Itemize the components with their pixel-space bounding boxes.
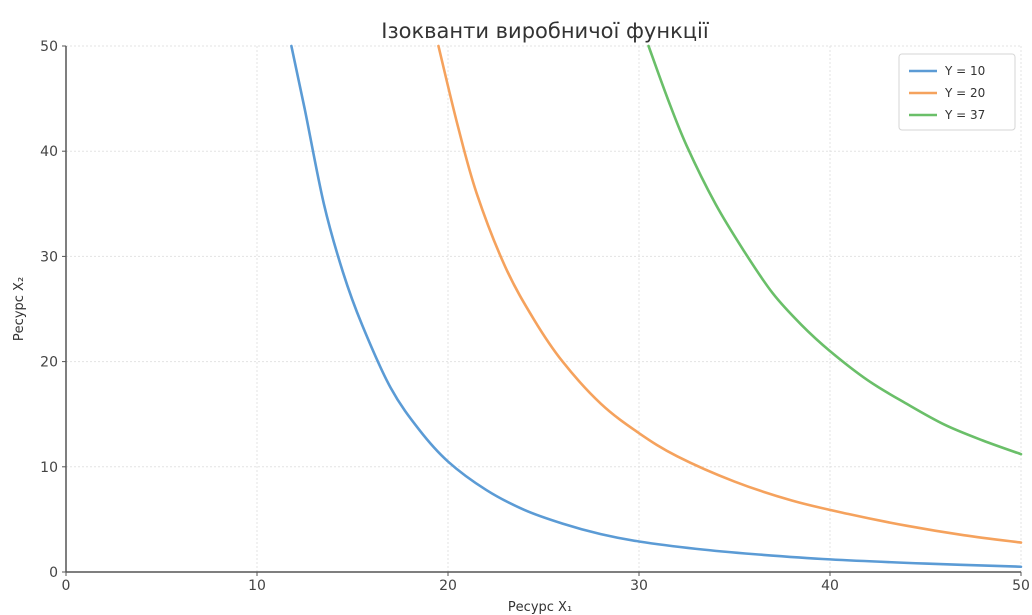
y-tick-label: 0 bbox=[49, 565, 58, 581]
x-tick-label: 10 bbox=[248, 578, 266, 594]
series-line-2 bbox=[437, 44, 1023, 544]
legend: Y = 10 Y = 20 Y = 37 bbox=[898, 53, 1016, 131]
tick-labels: 0 10 20 30 40 50 0 10 20 30 40 50 bbox=[40, 39, 1030, 594]
legend-entry: Y = 37 bbox=[944, 108, 985, 122]
grid bbox=[66, 45, 1022, 572]
chart-title: Ізокванти виробничої функції bbox=[381, 19, 709, 43]
y-axis-label: Ресурс X₂ bbox=[12, 277, 27, 341]
y-tick-label: 10 bbox=[40, 460, 58, 476]
x-tick-label: 40 bbox=[821, 578, 839, 594]
x-tick-label: 50 bbox=[1012, 578, 1030, 594]
y-tick-label: 30 bbox=[40, 249, 58, 265]
x-tick-label: 0 bbox=[62, 578, 71, 594]
x-tick-label: 20 bbox=[439, 578, 457, 594]
legend-entry: Y = 10 bbox=[944, 64, 985, 78]
series-lines bbox=[290, 44, 1023, 569]
y-tick-label: 40 bbox=[40, 144, 58, 160]
axes bbox=[62, 45, 1022, 576]
legend-entry: Y = 20 bbox=[944, 86, 985, 100]
y-tick-label: 20 bbox=[40, 355, 58, 371]
legend-box bbox=[898, 53, 1016, 131]
y-tick-label: 50 bbox=[40, 39, 58, 55]
series-line-3 bbox=[647, 44, 1023, 456]
series-line-1 bbox=[290, 44, 1023, 569]
x-axis-label: Ресурс X₁ bbox=[508, 600, 572, 615]
x-tick-label: 30 bbox=[630, 578, 648, 594]
